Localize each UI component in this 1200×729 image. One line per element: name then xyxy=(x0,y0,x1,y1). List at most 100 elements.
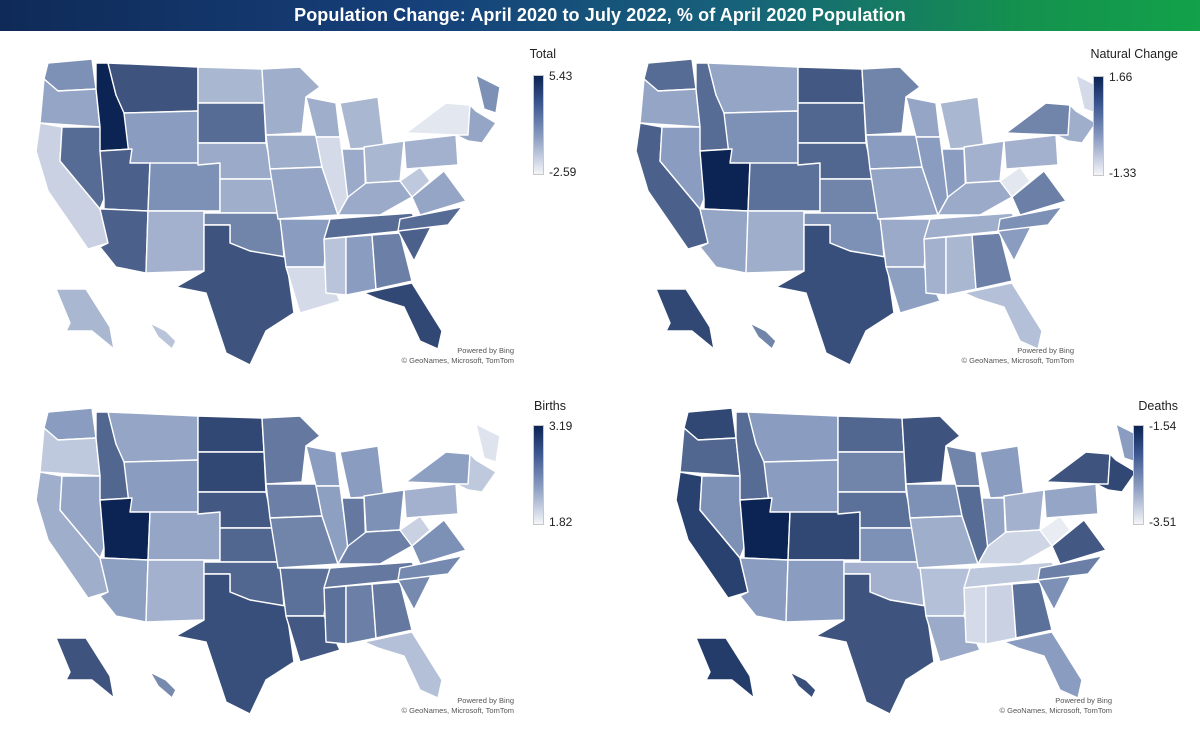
state-mi xyxy=(339,96,385,150)
map-panel-births: Births 3.19 1.82 Powered by Bing © GeoNames,… xyxy=(0,380,600,729)
state-co xyxy=(147,511,221,561)
state-nc xyxy=(397,206,463,232)
attribution-credits: © GeoNames, Microsoft, TomTom xyxy=(961,356,1075,365)
state-tx xyxy=(815,573,935,715)
state-az xyxy=(99,208,149,274)
legend-color-scale xyxy=(1133,425,1144,525)
attribution-credits: © GeoNames, Microsoft, TomTom xyxy=(999,706,1113,715)
state-ks xyxy=(219,178,279,214)
legend-max-value: -1.54 xyxy=(1149,419,1177,433)
state-az xyxy=(699,208,749,274)
state-nc xyxy=(997,206,1063,232)
map-attribution: Powered by Bing © GeoNames, Microsoft, To… xyxy=(402,696,515,716)
state-al xyxy=(945,234,977,296)
state-ne-states xyxy=(1095,453,1137,493)
state-pa xyxy=(1043,483,1099,519)
state-nv xyxy=(59,126,105,210)
state-va xyxy=(1051,519,1107,565)
state-ak xyxy=(655,288,715,350)
state-sd xyxy=(797,102,867,144)
attribution-credits: © GeoNames, Microsoft, TomTom xyxy=(401,356,515,365)
state-fl xyxy=(1003,631,1083,699)
legend-color-scale xyxy=(533,75,544,175)
state-az xyxy=(99,557,149,623)
state-ne-states xyxy=(455,453,497,493)
state-ar xyxy=(919,567,971,617)
state-mt xyxy=(107,62,199,114)
state-me xyxy=(475,423,501,463)
legend-min-value: -3.51 xyxy=(1149,515,1177,529)
legend-title: Total xyxy=(529,47,556,61)
state-ms xyxy=(323,585,347,645)
state-ak xyxy=(55,637,115,699)
state-ar xyxy=(279,218,331,268)
state-sd xyxy=(197,451,267,493)
state-tx xyxy=(775,224,895,366)
state-wi xyxy=(305,445,341,487)
state-wi xyxy=(305,96,341,138)
state-nd xyxy=(797,66,865,104)
state-wv xyxy=(399,515,431,547)
state-pa xyxy=(1003,134,1059,170)
state-va xyxy=(411,170,467,216)
state-nc xyxy=(1037,555,1103,581)
state-wy xyxy=(123,459,199,515)
state-ne-states xyxy=(455,104,497,144)
state-nd xyxy=(837,415,905,453)
state-nv xyxy=(59,475,105,559)
state-hi xyxy=(749,322,777,350)
state-mi xyxy=(939,96,985,150)
state-ia xyxy=(265,483,323,519)
state-hi xyxy=(789,671,817,699)
state-al xyxy=(345,234,377,296)
state-nd xyxy=(197,415,265,453)
us-choropleth-map xyxy=(675,407,1141,715)
state-wv xyxy=(999,166,1031,198)
state-wi xyxy=(905,96,941,138)
state-ar xyxy=(279,567,331,617)
state-wi xyxy=(945,445,981,487)
state-pa xyxy=(403,483,459,519)
state-oh xyxy=(363,489,405,533)
state-ks xyxy=(859,527,919,563)
state-oh xyxy=(363,140,405,184)
state-ga xyxy=(371,581,413,639)
state-mt xyxy=(107,411,199,463)
map-attribution: Powered by Bing © GeoNames, Microsoft, To… xyxy=(962,346,1075,366)
legend-title: Natural Change xyxy=(1090,47,1178,61)
state-wy xyxy=(723,110,799,166)
attribution-powered-by: Powered by Bing xyxy=(1017,346,1074,355)
state-wv xyxy=(399,166,431,198)
state-ga xyxy=(971,232,1013,290)
legend-max-value: 3.19 xyxy=(549,419,573,433)
state-ar xyxy=(879,218,931,268)
legend-max-value: 1.66 xyxy=(1109,70,1133,84)
state-mt xyxy=(707,62,799,114)
state-ks xyxy=(819,178,879,214)
legend-min-value: -1.33 xyxy=(1109,166,1137,180)
state-co xyxy=(747,162,821,212)
state-sd xyxy=(837,451,907,493)
state-nd xyxy=(197,66,265,104)
state-oh xyxy=(1003,489,1045,533)
state-ak xyxy=(695,637,755,699)
attribution-powered-by: Powered by Bing xyxy=(457,696,514,705)
legend-title: Births xyxy=(534,399,566,413)
legend-title: Deaths xyxy=(1138,399,1178,413)
title-bar: Population Change: April 2020 to July 20… xyxy=(0,0,1200,31)
legend-max-value: 5.43 xyxy=(549,69,573,83)
legend-color-scale xyxy=(533,425,544,525)
state-co xyxy=(147,162,221,212)
state-ga xyxy=(371,232,413,290)
us-choropleth-map xyxy=(35,407,501,715)
state-nv xyxy=(659,126,705,210)
state-nv xyxy=(699,475,745,559)
map-panel-deaths: Deaths -1.54 -3.51 Powered by Bing © GeoName… xyxy=(600,380,1200,729)
state-me xyxy=(475,74,501,114)
state-wy xyxy=(763,459,839,515)
state-mt xyxy=(747,411,839,463)
state-oh xyxy=(963,140,1005,184)
state-ms xyxy=(323,236,347,296)
us-choropleth-map xyxy=(35,58,501,366)
state-va xyxy=(411,519,467,565)
